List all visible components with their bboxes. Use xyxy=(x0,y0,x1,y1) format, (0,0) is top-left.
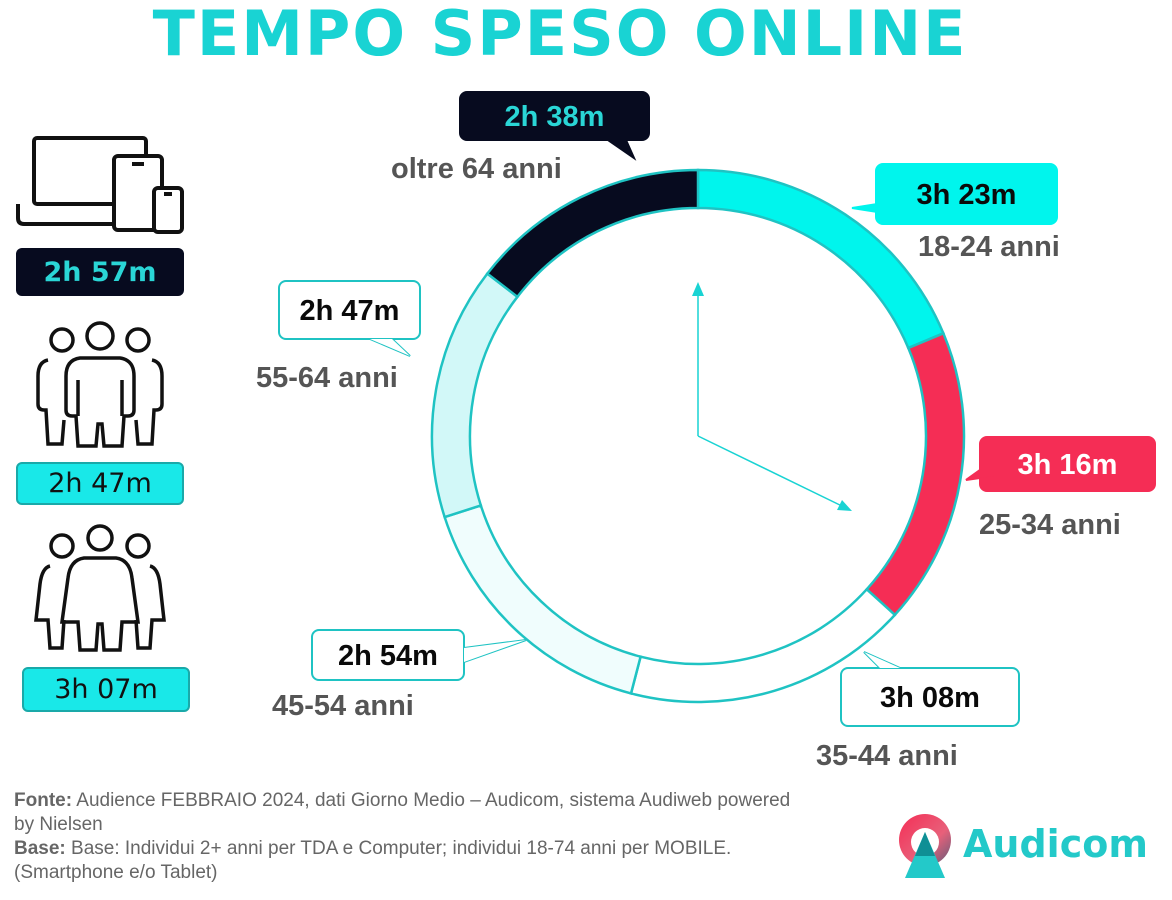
total-women-badge: 3h 07m xyxy=(22,667,190,712)
source-text: Audience FEBBRAIO 2024, dati Giorno Medi… xyxy=(14,790,791,835)
devices-icon xyxy=(16,136,184,234)
category-label: 18-24 anni xyxy=(918,231,1060,263)
callout-tail-fill xyxy=(966,460,994,480)
callout-box xyxy=(278,280,421,340)
slice-5 xyxy=(430,271,520,519)
callout-tail-fill xyxy=(464,640,526,662)
callout-box xyxy=(979,436,1156,492)
category-label: 25-34 anni xyxy=(979,509,1121,541)
base-text: Base: Individui 2+ anni per TDA e Comput… xyxy=(14,838,732,883)
slice-4 xyxy=(443,503,643,695)
data-label: 2h 38m xyxy=(505,101,605,133)
data-label: 2h 47m xyxy=(300,295,400,327)
category-label: 35-44 anni xyxy=(816,740,958,772)
callout-tail-fill xyxy=(864,652,900,668)
logo-text: Audicom xyxy=(963,822,1148,866)
slice-6 xyxy=(485,168,700,299)
base-label: Base: xyxy=(14,838,66,859)
source-label: Fonte: xyxy=(14,790,73,811)
callout-box xyxy=(875,163,1058,225)
callout-tail-fill xyxy=(370,339,410,356)
audicom-logo-icon xyxy=(899,814,951,878)
page-title: TEMPO SPESO ONLINE xyxy=(152,0,968,70)
callout-tail-fill xyxy=(852,202,890,214)
callout-tail-fill xyxy=(608,140,634,158)
category-label: 55-64 anni xyxy=(256,362,398,394)
donut-chart: 3h 23m 18-24 anni 3h 16m 25-34 anni 3h 08m 35… xyxy=(256,91,1156,772)
men-group-icon xyxy=(36,321,164,448)
slice-2 xyxy=(864,331,966,617)
data-label: 2h 54m xyxy=(338,640,438,672)
clock-hands xyxy=(692,282,852,511)
callout-box xyxy=(459,91,650,141)
total-men-badge: 2h 47m xyxy=(16,462,184,505)
category-label: 45-54 anni xyxy=(272,690,414,722)
category-label: oltre 64 anni xyxy=(391,153,562,185)
total-all-badge: 2h 57m xyxy=(16,248,184,296)
data-label: 3h 16m xyxy=(1018,449,1118,481)
footer-notes: Fonte: Audience FEBBRAIO 2024, dati Gior… xyxy=(14,789,814,885)
data-label: 3h 08m xyxy=(880,682,980,714)
callout-box xyxy=(840,667,1020,727)
data-label: 3h 23m xyxy=(917,179,1017,211)
women-group-icon xyxy=(34,524,166,652)
